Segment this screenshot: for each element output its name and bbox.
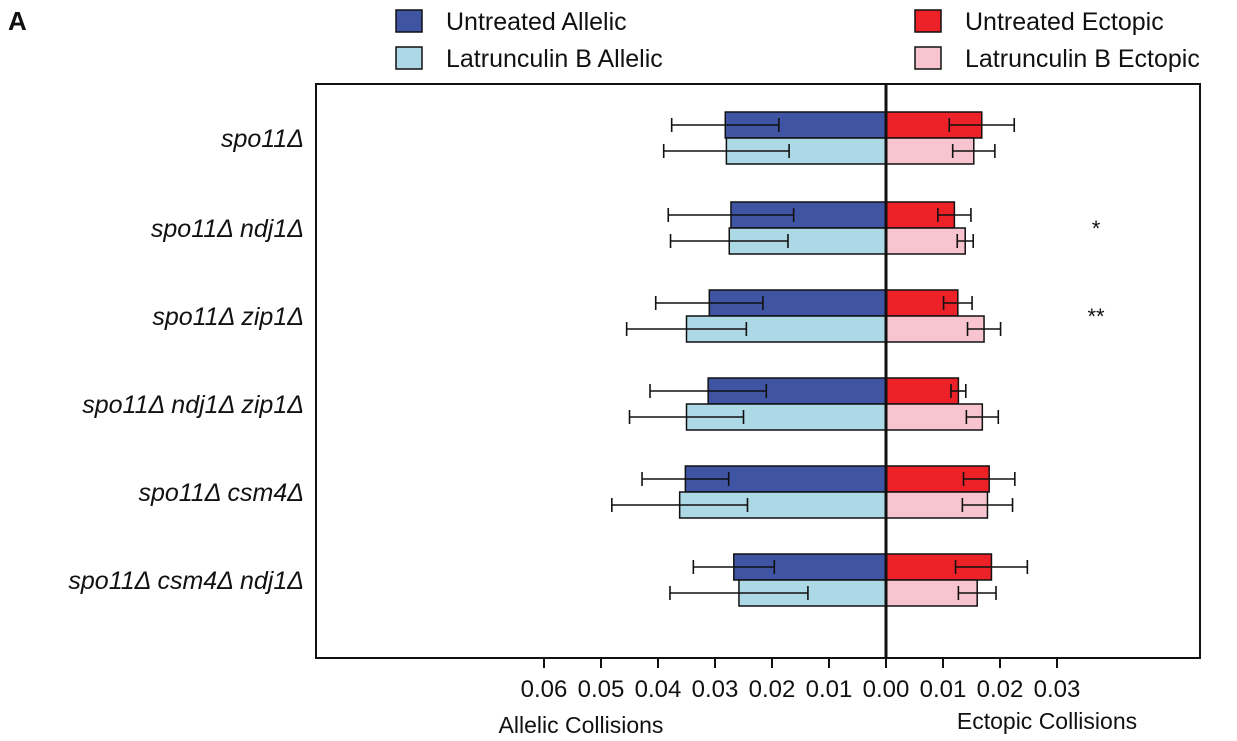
- significance-marker: *: [1092, 216, 1101, 241]
- error-bars-group: [611, 118, 1029, 600]
- legend-swatch: [914, 46, 942, 70]
- legend-label: Latrunculin B Ectopic: [965, 45, 1200, 73]
- category-labels: spo11Δ spo11Δ ndj1Δ spo11Δ zip1Δ spo11Δ ndj…: [68, 125, 304, 595]
- legend-swatch: [914, 9, 942, 33]
- legend-label: Untreated Ectopic: [965, 8, 1164, 36]
- ectopic-axis-title: Ectopic Collisions: [957, 708, 1137, 734]
- category-label: spo11Δ csm4Δ: [138, 479, 304, 507]
- ectopic-bar: [885, 377, 960, 405]
- x-tick-label: 0.01: [806, 676, 853, 703]
- annotations: ***: [1087, 216, 1105, 329]
- x-tick-label: 0.01: [920, 676, 967, 703]
- x-tick-label: 0.02: [749, 676, 796, 703]
- x-tick-label: 0.03: [1034, 676, 1081, 703]
- x-tick-label: 0.00: [863, 676, 910, 703]
- x-tick-label: 0.03: [692, 676, 739, 703]
- category-label: spo11Δ: [221, 125, 304, 153]
- category-label: spo11Δ csm4Δ ndj1Δ: [68, 567, 304, 595]
- legend-swatch: [395, 9, 423, 33]
- legend-label: Latrunculin B Allelic: [446, 45, 663, 73]
- allelic-axis-title: Allelic Collisions: [499, 712, 664, 738]
- category-label: spo11Δ ndj1Δ: [151, 215, 304, 243]
- x-axis: 0.06 0.05 0.04 0.03 0.02 0.01 0.00 0.01 0.02 0.03: [521, 658, 1081, 703]
- legend-label: Untreated Allelic: [446, 8, 627, 36]
- ectopic-bar: [885, 227, 966, 255]
- plot-frame: [315, 83, 1201, 659]
- panel-letter: A: [8, 6, 27, 36]
- x-tick-label: 0.02: [977, 676, 1024, 703]
- significance-marker: **: [1087, 304, 1105, 329]
- bars-group: [678, 111, 993, 607]
- legend: Untreated Allelic Latrunculin B Allelic Un…: [395, 8, 1200, 73]
- x-tick-label: 0.04: [635, 676, 682, 703]
- category-label: spo11Δ zip1Δ: [152, 303, 304, 331]
- category-label: spo11Δ ndj1Δ zip1Δ: [82, 391, 304, 419]
- legend-swatch: [395, 46, 423, 70]
- x-tick-label: 0.05: [578, 676, 625, 703]
- x-tick-label: 0.06: [521, 676, 568, 703]
